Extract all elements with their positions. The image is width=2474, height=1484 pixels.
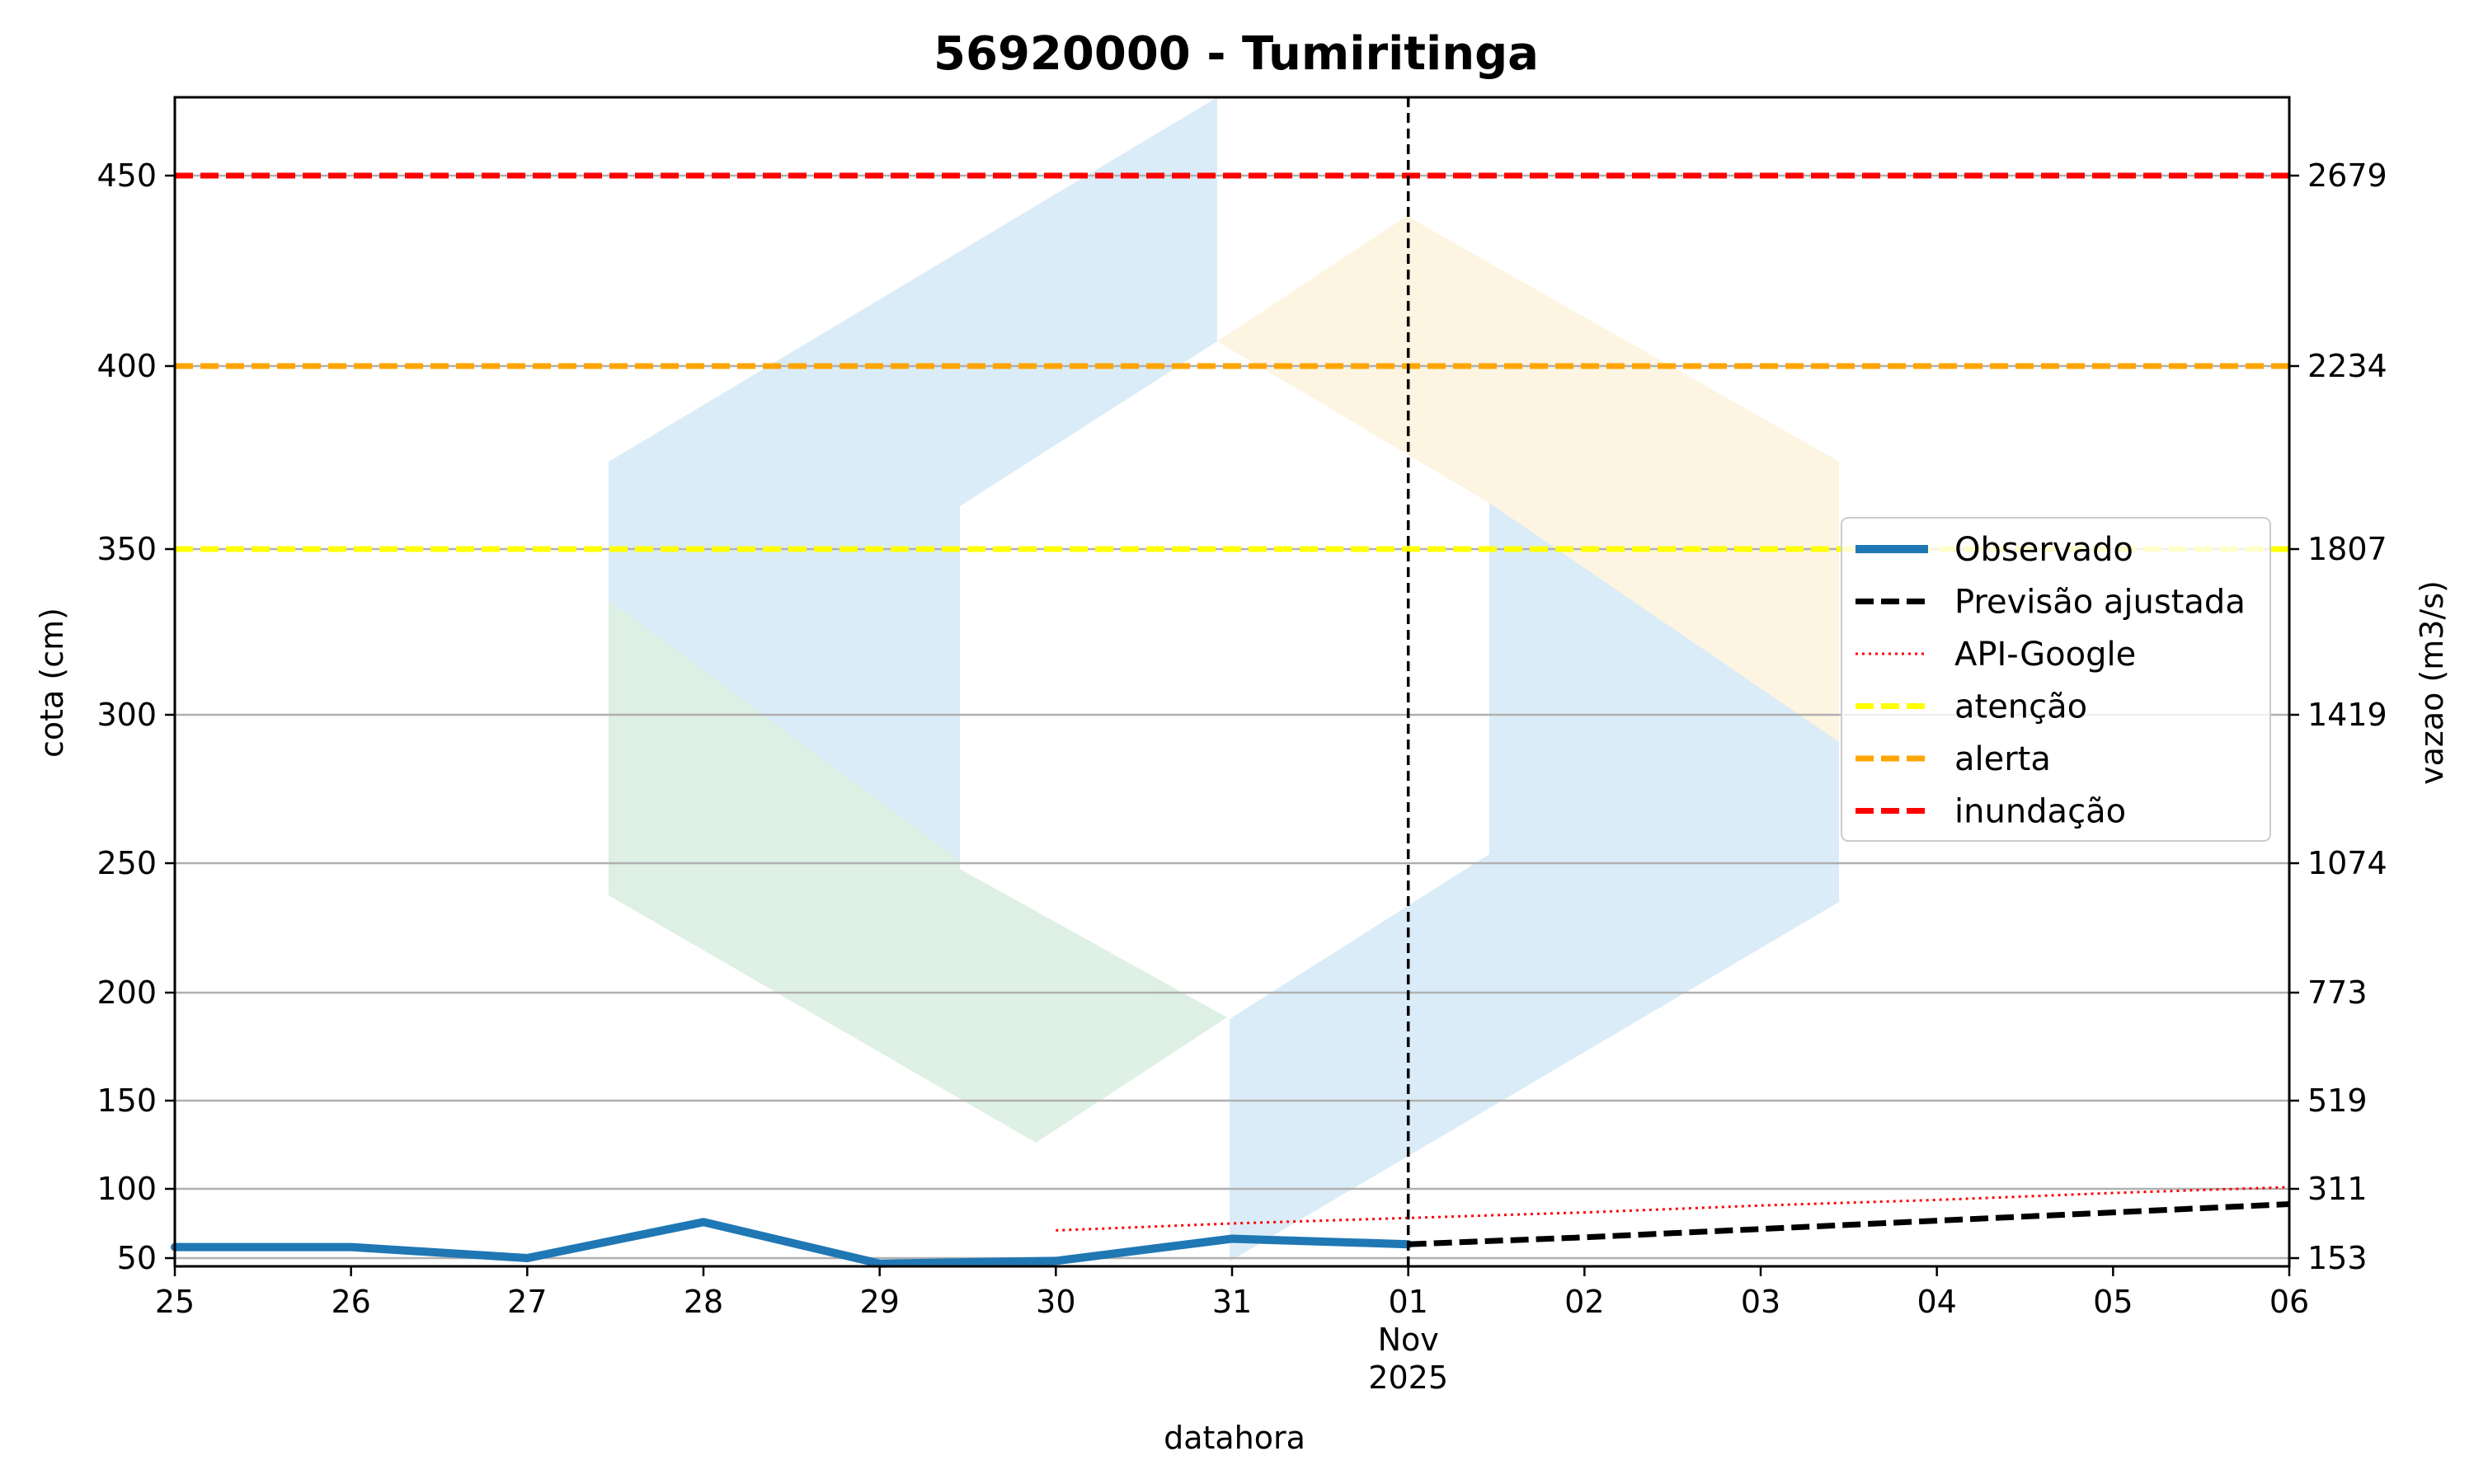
y2-tick-label: 2679 [2307, 157, 2387, 194]
x-tick-label: 03 [1741, 1284, 1780, 1320]
x-tick-month: Nov [1378, 1322, 1439, 1358]
y2-tick-label: 773 [2307, 974, 2368, 1011]
y2-tick-label: 519 [2307, 1082, 2368, 1119]
series-api-google [1056, 1186, 2290, 1232]
x-tick-label: 06 [2269, 1284, 2309, 1320]
legend-label: Previsão ajustada [1954, 584, 2246, 622]
series-lines [171, 1186, 2290, 1268]
x-tick-label: 28 [684, 1284, 723, 1320]
y2-tick-label: 153 [2307, 1240, 2368, 1276]
y-tick-label: 50 [117, 1240, 157, 1276]
legend: Observado Previsão ajustada API-Google aten… [1841, 517, 2271, 842]
y2-tick-label: 1419 [2307, 697, 2387, 733]
legend-label: Observado [1954, 531, 2133, 569]
y2-axis-ticks: 153 311 519 773 1074 1419 1807 2234 2679 [2289, 157, 2387, 1276]
y2-tick-label: 1074 [2307, 845, 2387, 881]
legend-label: alerta [1954, 740, 2051, 778]
legend-label: atenção [1954, 688, 2087, 726]
y2-axis-label: vazao (m3/s) [2414, 580, 2450, 785]
legend-label: API-Google [1954, 636, 2136, 674]
y-tick-label: 350 [96, 531, 157, 567]
x-tick-label: 30 [1036, 1284, 1075, 1320]
x-tick-label: 25 [155, 1284, 195, 1320]
series-observado [171, 1218, 1413, 1268]
y-tick-label: 250 [96, 845, 157, 881]
x-tick-label: 04 [1917, 1284, 1956, 1320]
x-axis-label: datahora [1164, 1420, 1305, 1456]
y-tick-label: 150 [96, 1082, 157, 1119]
x-axis-ticks: 25 26 27 28 29 30 31 01 02 03 04 05 06 [155, 1266, 2309, 1320]
y-tick-label: 450 [96, 157, 157, 194]
legend-label: inundação [1954, 793, 2126, 831]
x-tick-year: 2025 [1368, 1360, 1448, 1396]
chart-title: 56920000 - Tumiritinga [934, 27, 1539, 81]
threshold-lines [175, 172, 2289, 552]
y-tick-label: 100 [96, 1171, 157, 1207]
y2-tick-label: 1807 [2307, 531, 2387, 567]
x-tick-label: 29 [859, 1284, 899, 1320]
y2-tick-label: 311 [2307, 1171, 2368, 1207]
y-axis-ticks: 50 100 150 200 250 300 350 400 450 [96, 157, 175, 1276]
series-previs-o-ajustada [1408, 1201, 2290, 1247]
x-tick-label: 31 [1212, 1284, 1252, 1320]
x-tick-label: 26 [331, 1284, 370, 1320]
y-axis-label: cota (cm) [34, 608, 70, 758]
y-tick-label: 300 [96, 697, 157, 733]
x-tick-label: 05 [2093, 1284, 2133, 1320]
x-tick-label: 02 [1564, 1284, 1604, 1320]
y2-tick-label: 2234 [2307, 348, 2387, 384]
x-tick-label: 27 [507, 1284, 547, 1320]
y-tick-label: 200 [96, 974, 157, 1011]
x-tick-label: 01 [1388, 1284, 1427, 1320]
y-tick-label: 400 [96, 348, 157, 384]
watermark-logo [609, 97, 1839, 1261]
